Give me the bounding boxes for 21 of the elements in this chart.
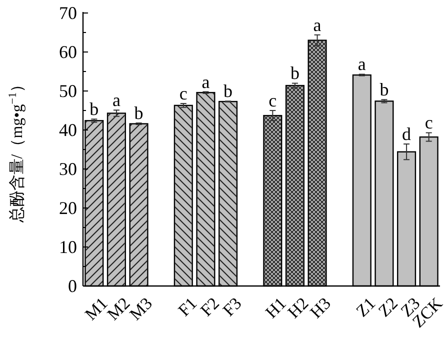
annotation: a [202, 72, 210, 92]
y-tick-label: 20 [59, 198, 77, 218]
annotation: b [290, 63, 300, 84]
annotation: c [179, 83, 188, 104]
annotation: b [380, 80, 389, 100]
y-tick-label: 0 [68, 276, 77, 296]
y-tick-label: 70 [59, 3, 77, 23]
annotation: b [90, 99, 99, 120]
annotation: c [424, 112, 433, 133]
y-tick-label: 40 [59, 120, 77, 140]
annotation: b [224, 81, 233, 102]
y-tick-label: 60 [59, 42, 77, 62]
annotation: b [134, 102, 144, 123]
annotation: d [402, 124, 412, 144]
y-tick-label: 30 [59, 159, 77, 179]
y-tick-label: 50 [59, 81, 77, 101]
annotation: a [112, 90, 120, 110]
annotation: a [358, 54, 366, 74]
y-tick-label: 10 [59, 237, 77, 257]
annotation: a [313, 14, 322, 35]
annotation: c [268, 90, 277, 110]
